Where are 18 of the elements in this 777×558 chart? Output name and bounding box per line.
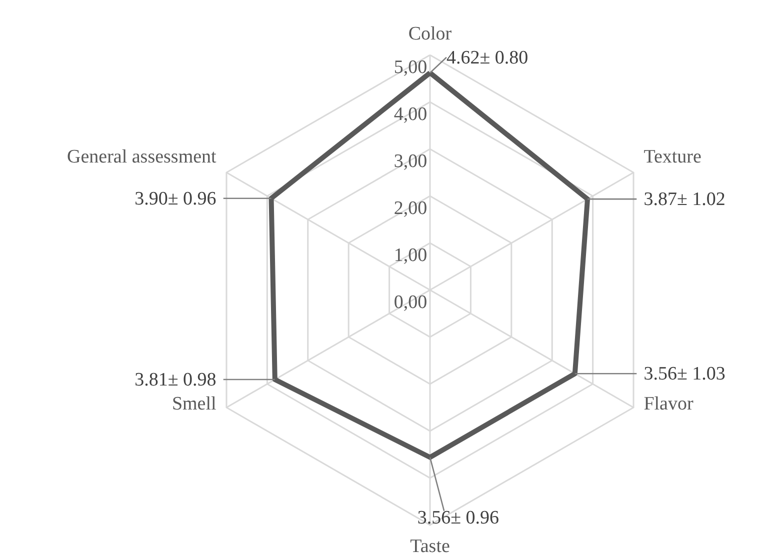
data-label: 3.87± 1.02 — [644, 189, 726, 210]
data-label: 3.56± 0.96 — [417, 507, 500, 528]
spoke-label: Color — [408, 23, 452, 44]
y-tick-label: 5,00 — [394, 56, 428, 78]
spoke-label: Flavor — [644, 393, 694, 414]
spoke-label: Texture — [644, 146, 702, 168]
spoke-label: Smell — [172, 393, 216, 414]
data-label: 3.90± 0.96 — [134, 188, 216, 210]
data-label: 4.62± 0.80 — [446, 47, 528, 68]
y-tick-label: 3,00 — [394, 150, 428, 172]
data-label: 3.81± 0.98 — [134, 370, 216, 391]
spoke-label: Taste — [410, 536, 450, 557]
y-tick-label: 1,00 — [394, 244, 428, 266]
y-tick-label: 4,00 — [394, 104, 428, 125]
data-label: 3.56± 1.03 — [644, 364, 726, 385]
y-tick-label: 0,00 — [394, 292, 428, 313]
spoke-label: General assessment — [66, 146, 218, 168]
y-tick-label: 2,00 — [394, 198, 428, 219]
